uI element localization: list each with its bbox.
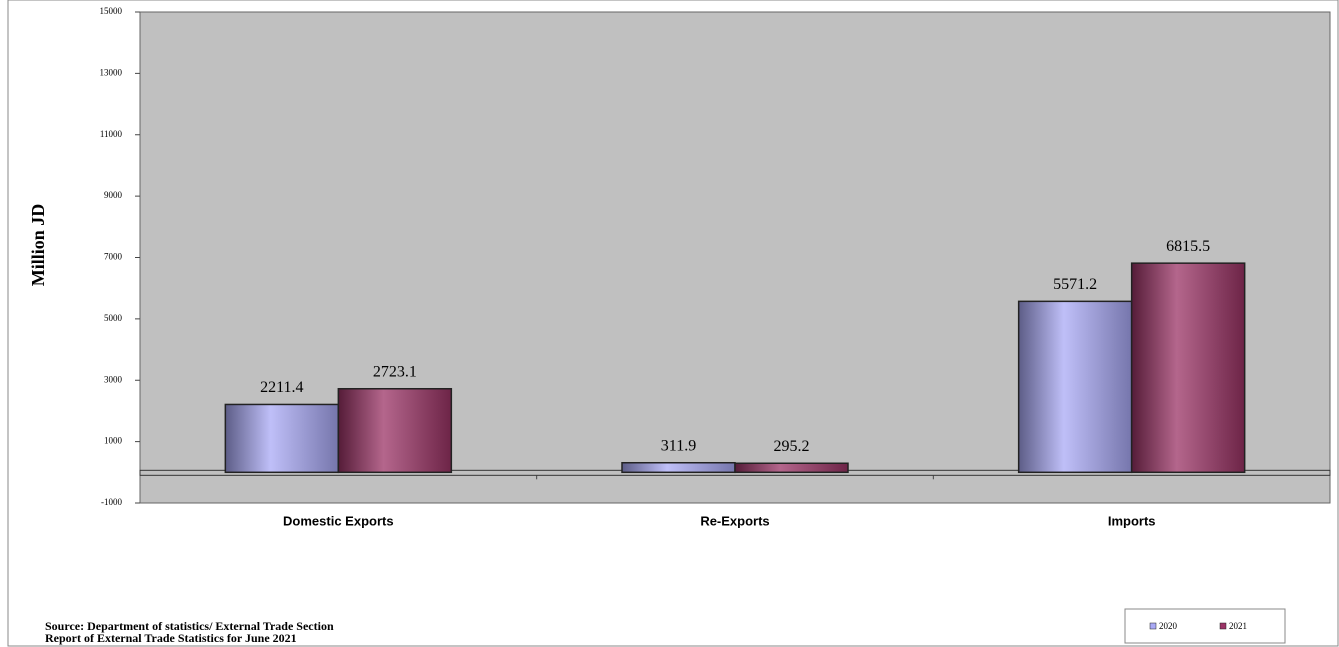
data-label: 5571.2: [1053, 276, 1097, 293]
data-label: 6815.5: [1166, 238, 1210, 255]
y-tick-label: 5000: [104, 313, 123, 323]
y-tick-label: 11000: [100, 129, 123, 139]
bar: [1130, 262, 1246, 474]
y-tick-label: 9000: [104, 190, 123, 200]
legend-label: 2021: [1229, 621, 1247, 631]
data-label: 295.2: [774, 438, 810, 455]
data-label: 2211.4: [260, 379, 303, 396]
legend-box: [1124, 608, 1286, 644]
legend-swatch: [1219, 622, 1227, 630]
bar: [621, 461, 736, 474]
chart-border: [7, 0, 1339, 647]
source-note: Source: Department of statistics/ Extern…: [45, 619, 334, 633]
y-tick-label: -1000: [101, 497, 122, 507]
legend-swatch: [1149, 622, 1157, 630]
x-tick-label: Domestic Exports: [283, 513, 394, 528]
y-tick-label: 1000: [104, 436, 123, 446]
y-tick-label: 15000: [100, 6, 123, 16]
y-tick-label: 3000: [104, 374, 123, 384]
y-tick-label: 13000: [100, 67, 123, 77]
bar: [734, 462, 849, 474]
y-axis-label: Million JD: [28, 204, 48, 287]
bar: [1017, 300, 1133, 474]
data-label: 2723.1: [373, 363, 417, 380]
source-note: Report of External Trade Statistics for …: [45, 631, 297, 645]
bar: [224, 403, 340, 474]
data-label: 311.9: [661, 437, 696, 454]
bar: [337, 387, 453, 474]
y-tick-label: 7000: [104, 252, 123, 262]
x-tick-label: Imports: [1108, 513, 1156, 528]
legend-label: 2020: [1159, 621, 1178, 631]
x-tick-label: Re-Exports: [700, 513, 769, 528]
